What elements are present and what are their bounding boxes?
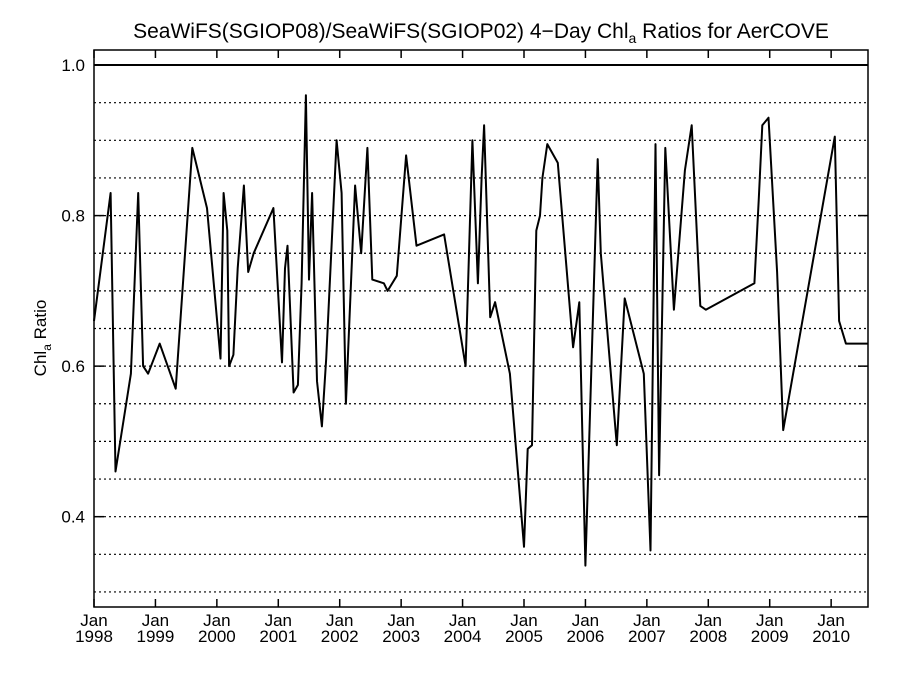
x-tick-year-label: 2006	[567, 627, 605, 646]
x-tick-month-label: Jan	[510, 611, 537, 630]
x-tick-month-label: Jan	[695, 611, 722, 630]
x-tick-year-label: 2001	[259, 627, 297, 646]
y-axis-label: Chla Ratio	[31, 300, 54, 377]
grid	[94, 102, 868, 593]
x-tick-year-label: 2008	[689, 627, 727, 646]
series-group	[93, 94, 868, 567]
x-tick-month-label: Jan	[449, 611, 476, 630]
y-tick-label: 1.0	[61, 56, 85, 75]
plot-frame	[93, 49, 869, 608]
x-tick-year-label: 1998	[75, 627, 113, 646]
x-tick-month-label: Jan	[756, 611, 783, 630]
x-tick-month-label: Jan	[387, 611, 414, 630]
x-tick-month-label: Jan	[326, 611, 353, 630]
x-tick-month-label: Jan	[817, 611, 844, 630]
x-tick-year-label: 2007	[628, 627, 666, 646]
x-tick-year-label: 2009	[751, 627, 789, 646]
y-axis: 0.4 0.6 0.8 1.0	[61, 56, 868, 527]
x-tick-month-label: Jan	[265, 611, 292, 630]
x-tick-month-label: Jan	[142, 611, 169, 630]
x-tick-month-label: Jan	[572, 611, 599, 630]
x-tick-year-label: 2010	[812, 627, 850, 646]
y-tick-label: 0.4	[61, 508, 85, 527]
x-tick-year-label: 2003	[382, 627, 420, 646]
x-tick-year-label: 2004	[444, 627, 482, 646]
x-axis: Jan1998Jan1999Jan2000Jan2001Jan2002Jan20…	[75, 50, 850, 646]
x-tick-month-label: Jan	[80, 611, 107, 630]
x-tick-month-label: Jan	[203, 611, 230, 630]
chart-title: SeaWiFS(SGIOP08)/SeaWiFS(SGIOP02) 4−Day …	[133, 20, 829, 46]
series-line	[93, 94, 868, 567]
x-tick-year-label: 2002	[321, 627, 359, 646]
x-tick-year-label: 2005	[505, 627, 543, 646]
x-tick-year-label: 1999	[137, 627, 175, 646]
y-tick-label: 0.8	[61, 207, 85, 226]
x-tick-year-label: 2000	[198, 627, 236, 646]
x-tick-month-label: Jan	[633, 611, 660, 630]
y-tick-label: 0.6	[61, 357, 85, 376]
